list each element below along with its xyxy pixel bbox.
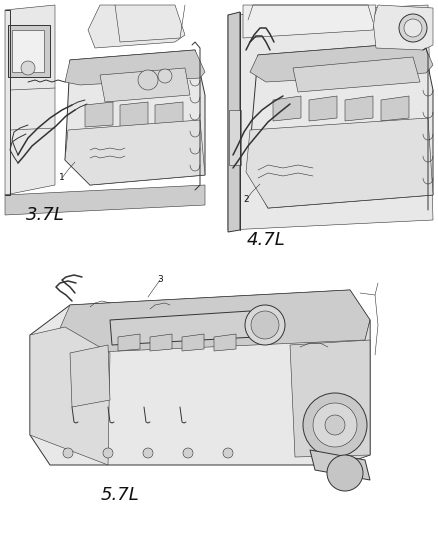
Polygon shape: [243, 5, 376, 38]
Circle shape: [223, 448, 233, 458]
Polygon shape: [345, 96, 373, 121]
Circle shape: [158, 69, 172, 83]
Polygon shape: [88, 5, 185, 48]
Circle shape: [327, 455, 363, 491]
Circle shape: [251, 311, 279, 339]
Circle shape: [21, 61, 35, 75]
FancyBboxPatch shape: [12, 30, 44, 72]
Polygon shape: [228, 12, 240, 232]
Polygon shape: [30, 290, 370, 465]
Polygon shape: [335, 320, 370, 465]
Circle shape: [138, 70, 158, 90]
FancyBboxPatch shape: [8, 25, 50, 77]
Circle shape: [245, 305, 285, 345]
Polygon shape: [150, 334, 172, 351]
FancyBboxPatch shape: [229, 110, 241, 165]
Polygon shape: [273, 96, 301, 121]
Circle shape: [399, 14, 427, 42]
Circle shape: [313, 403, 357, 447]
Polygon shape: [293, 57, 420, 92]
Polygon shape: [120, 102, 148, 127]
Polygon shape: [290, 340, 370, 457]
Polygon shape: [65, 50, 205, 85]
Polygon shape: [5, 5, 55, 195]
Circle shape: [303, 393, 367, 457]
Polygon shape: [65, 120, 205, 185]
Circle shape: [404, 19, 422, 37]
Text: 1: 1: [59, 174, 65, 182]
Polygon shape: [5, 185, 205, 215]
Polygon shape: [373, 5, 433, 50]
Circle shape: [103, 448, 113, 458]
Polygon shape: [246, 118, 433, 208]
Polygon shape: [85, 102, 113, 127]
Polygon shape: [250, 42, 433, 82]
Text: 2: 2: [243, 196, 249, 205]
Polygon shape: [381, 96, 409, 121]
Circle shape: [183, 448, 193, 458]
Text: 5.7L: 5.7L: [101, 486, 139, 504]
Text: 4.7L: 4.7L: [247, 231, 286, 249]
Polygon shape: [228, 5, 433, 230]
Circle shape: [143, 448, 153, 458]
Polygon shape: [100, 68, 190, 102]
Polygon shape: [214, 334, 236, 351]
Circle shape: [325, 415, 345, 435]
Text: 3: 3: [157, 276, 163, 285]
Polygon shape: [70, 345, 110, 407]
Polygon shape: [55, 290, 370, 353]
Text: 3.7L: 3.7L: [26, 206, 64, 224]
Polygon shape: [118, 334, 140, 351]
Polygon shape: [30, 327, 110, 465]
Polygon shape: [309, 96, 337, 121]
Circle shape: [63, 448, 73, 458]
Polygon shape: [65, 50, 205, 185]
Polygon shape: [182, 334, 204, 351]
Polygon shape: [155, 102, 183, 127]
Polygon shape: [310, 450, 370, 480]
Polygon shape: [110, 311, 255, 345]
Polygon shape: [248, 42, 433, 208]
